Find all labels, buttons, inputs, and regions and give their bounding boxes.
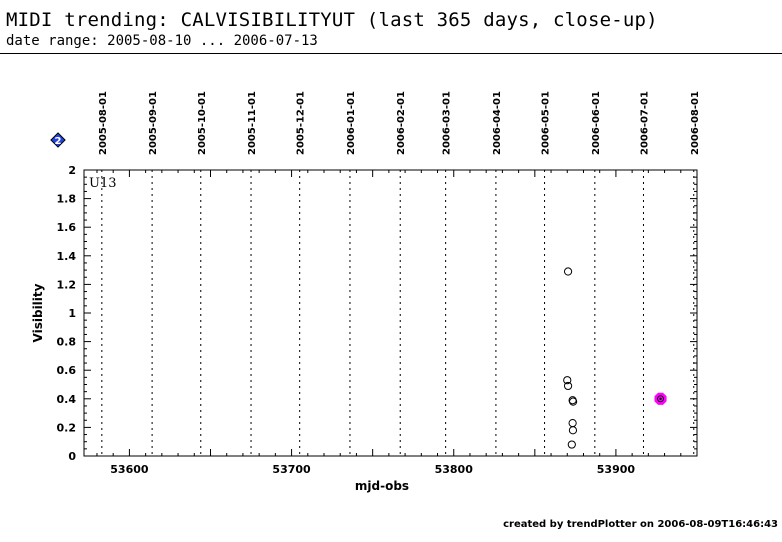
month-label: 2006-02-01	[396, 91, 407, 155]
date-range-subtitle: date range: 2005-08-10 ... 2006-07-13	[6, 33, 318, 49]
month-label: 2006-06-01	[591, 91, 602, 155]
data-point	[567, 440, 576, 449]
y-tick-label: 1	[68, 307, 76, 320]
y-tick-label: 2	[68, 164, 76, 177]
month-label: 2005-12-01	[296, 91, 307, 155]
data-point	[563, 376, 572, 385]
x-tick-label: 53600	[110, 463, 149, 476]
month-label: 2006-03-01	[442, 91, 453, 155]
month-label: 2006-08-01	[690, 91, 701, 155]
data-points	[563, 267, 667, 449]
y-tick-label: 0.6	[57, 364, 77, 377]
month-label: 2005-09-01	[148, 91, 159, 155]
data-point	[568, 419, 577, 428]
month-label: 2005-10-01	[197, 91, 208, 155]
month-label: 2006-07-01	[639, 91, 650, 155]
y-tick-label: 0	[68, 450, 76, 463]
legend-marker-label: 2	[55, 136, 62, 147]
data-point	[568, 426, 578, 435]
x-tick-label: 53700	[272, 463, 311, 476]
x-axis: 53600 53700 53800 53900	[96, 170, 698, 476]
page-title: MIDI trending: CALVISIBILITYUT (last 365…	[6, 9, 658, 31]
data-point	[563, 267, 573, 276]
month-label: 2006-04-01	[492, 91, 503, 155]
month-labels: 2005-08-01 2005-09-01 2005-10-01 2005-11-01…	[98, 91, 701, 155]
month-label: 2006-05-01	[541, 91, 552, 155]
y-axis: 0 0.2 0.4 0.6 0.8 1 1.2 1.4 1.6 1.8 2	[57, 164, 697, 463]
month-label: 2005-11-01	[247, 91, 258, 155]
x-axis-title: mjd-obs	[355, 479, 409, 493]
y-tick-label: 0.8	[57, 336, 77, 349]
month-label: 2005-08-01	[98, 91, 109, 155]
credit-footer: created by trendPlotter on 2006-08-09T16…	[503, 519, 778, 530]
y-tick-label: 1.2	[57, 278, 77, 291]
highlighted-point	[654, 392, 667, 405]
y-tick-label: 1.6	[57, 221, 77, 234]
month-gridlines	[101, 170, 695, 456]
header-divider	[0, 53, 782, 54]
legend-marker-icon: 2	[50, 132, 66, 148]
panel-label: U13	[89, 176, 117, 191]
data-point	[569, 397, 578, 406]
month-label: 2006-01-01	[346, 91, 357, 155]
x-tick-label: 53800	[435, 463, 474, 476]
y-tick-label: 0.2	[57, 421, 77, 434]
y-tick-label: 1.8	[57, 193, 77, 206]
y-tick-label: 0.4	[57, 393, 77, 406]
plot-frame	[83, 169, 698, 457]
x-tick-label: 53900	[597, 463, 636, 476]
y-tick-label: 1.4	[57, 250, 77, 263]
y-axis-title: Visibility	[31, 283, 45, 342]
data-point	[563, 381, 573, 391]
